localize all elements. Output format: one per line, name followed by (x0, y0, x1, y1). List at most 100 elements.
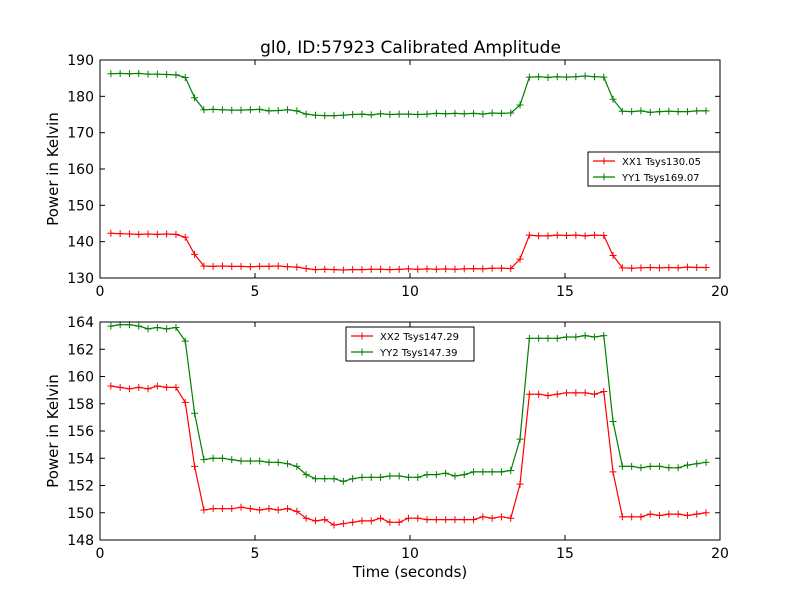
data-point (618, 107, 626, 115)
data-point (153, 323, 161, 331)
data-point (544, 73, 552, 81)
y-tick-label: 156 (67, 424, 94, 440)
data-point (618, 513, 626, 521)
data-point (330, 266, 338, 274)
data-point (321, 265, 329, 273)
data-point (674, 108, 682, 116)
y-tick-label: 150 (67, 198, 94, 214)
data-point (590, 73, 598, 81)
data-point (311, 266, 319, 274)
data-point (609, 251, 617, 259)
data-point (581, 389, 589, 397)
data-point (460, 516, 468, 524)
data-point (451, 109, 459, 117)
data-point (274, 506, 282, 514)
data-point (535, 73, 543, 81)
data-point (218, 454, 226, 462)
data-point (293, 462, 301, 470)
x-tick-label: 15 (556, 546, 574, 562)
data-point (311, 517, 319, 525)
y-axis-label: Power in Kelvin (44, 374, 62, 488)
data-point (218, 106, 226, 114)
chart-title: gl0, ID:57923 Calibrated Amplitude (260, 38, 561, 58)
data-point (386, 111, 394, 118)
y-tick-label: 140 (67, 235, 94, 251)
data-point (535, 390, 543, 398)
data-point (367, 265, 375, 273)
data-point (525, 390, 533, 398)
data-point (377, 514, 385, 522)
y-tick-label: 158 (67, 397, 94, 413)
data-point (330, 475, 338, 483)
data-point (646, 510, 654, 518)
data-point (544, 232, 552, 240)
data-point (172, 71, 180, 79)
data-point (209, 105, 217, 113)
data-point (423, 110, 431, 118)
data-point (572, 231, 580, 239)
data-point (191, 94, 199, 102)
data-point (525, 73, 533, 81)
data-point (172, 323, 180, 331)
data-point (581, 72, 589, 80)
data-point (395, 265, 403, 273)
data-point (432, 516, 440, 524)
data-point (563, 389, 571, 397)
data-point (637, 464, 645, 472)
data-point (693, 510, 701, 518)
data-point (581, 332, 589, 340)
data-point (181, 73, 189, 81)
data-point (600, 73, 608, 81)
data-point (553, 73, 561, 81)
data-point (516, 435, 524, 443)
data-point (451, 472, 459, 480)
data-point (572, 389, 580, 397)
data-point (228, 262, 236, 270)
data-point (414, 111, 422, 118)
y-tick-label: 154 (67, 451, 94, 467)
data-point (191, 462, 199, 470)
data-point (553, 390, 561, 398)
data-point (497, 513, 505, 521)
data-point (125, 70, 133, 78)
data-point (507, 514, 515, 522)
data-point (135, 69, 143, 77)
data-point (367, 517, 375, 525)
data-point (442, 110, 450, 118)
data-point (525, 231, 533, 239)
data-point (395, 472, 403, 480)
data-point (181, 233, 189, 241)
data-point (209, 262, 217, 270)
data-point (107, 322, 115, 330)
data-point (563, 231, 571, 239)
data-point (107, 382, 115, 390)
data-point (628, 264, 636, 272)
legend-entry: YY2 Tsys147.39 (379, 348, 458, 359)
data-point (358, 110, 366, 118)
data-point (600, 332, 608, 340)
data-point (693, 460, 701, 468)
data-point (507, 265, 515, 273)
y-tick-label: 180 (67, 89, 94, 105)
data-point (683, 511, 691, 519)
data-point (358, 266, 366, 274)
data-point (702, 509, 710, 517)
data-point (293, 507, 301, 515)
x-tick-label: 20 (711, 546, 729, 562)
data-point (125, 230, 133, 238)
data-point (116, 230, 124, 238)
data-point (116, 383, 124, 391)
data-point (172, 230, 180, 238)
data-point (181, 337, 189, 345)
data-point (395, 110, 403, 118)
data-point (563, 333, 571, 341)
data-point (507, 109, 515, 117)
data-point (479, 468, 487, 476)
data-point (656, 108, 664, 116)
data-point (637, 264, 645, 272)
y-axis-label: Power in Kelvin (44, 112, 62, 226)
data-point (228, 505, 236, 513)
data-point (349, 266, 357, 274)
data-point (256, 506, 264, 514)
y-tick-label: 170 (67, 126, 94, 142)
